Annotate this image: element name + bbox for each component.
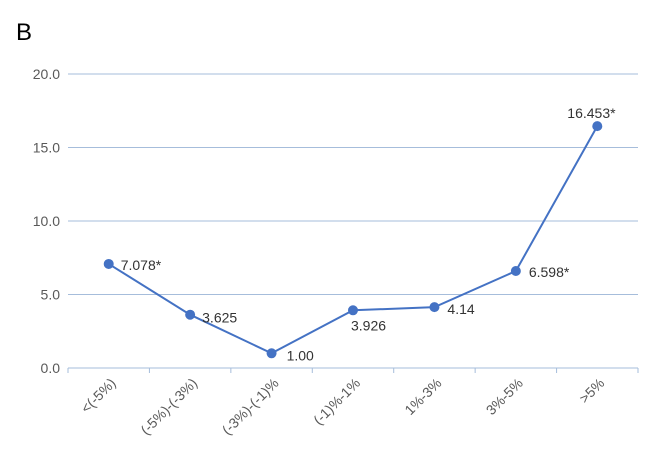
data-label: 4.14 bbox=[447, 301, 474, 317]
x-tick-label: 1%-3% bbox=[401, 375, 444, 418]
data-point bbox=[266, 348, 277, 359]
data-point bbox=[103, 258, 114, 269]
data-point bbox=[429, 302, 440, 313]
data-point bbox=[510, 266, 521, 277]
data-point bbox=[185, 309, 196, 320]
data-point bbox=[592, 121, 603, 132]
x-tick-label: >5% bbox=[576, 375, 607, 406]
data-label: 6.598* bbox=[529, 264, 570, 280]
y-tick-label: 5.0 bbox=[41, 287, 61, 303]
x-tick-label: 3%-5% bbox=[483, 375, 526, 418]
series-layer bbox=[103, 121, 603, 359]
data-label: 1.00 bbox=[287, 347, 314, 363]
data-label: 7.078* bbox=[121, 257, 162, 273]
data-label: 16.453* bbox=[567, 105, 616, 121]
x-tick-label: (-1)%-1% bbox=[310, 375, 363, 428]
y-tick-label: 10.0 bbox=[33, 213, 60, 229]
y-tick-labels: 0.0 5.0 10.0 15.0 20.0 bbox=[33, 66, 60, 376]
data-labels: 7.078* 3.625 1.00 3.926 4.14 6.598* 16.453* bbox=[121, 105, 616, 363]
x-tick-label: (-3%)-(-1)% bbox=[219, 375, 282, 438]
y-tick-label: 15.0 bbox=[33, 140, 60, 156]
data-label: 3.625 bbox=[202, 310, 237, 326]
grid-layer bbox=[67, 73, 639, 373]
data-label: 3.926 bbox=[351, 317, 386, 333]
data-point bbox=[348, 305, 358, 316]
y-tick-label: 0.0 bbox=[41, 360, 61, 376]
panel-label: B bbox=[16, 19, 32, 46]
y-tick-label: 20.0 bbox=[33, 66, 60, 82]
x-tick-label: (-5%)-(-3%) bbox=[137, 375, 200, 438]
x-tick-labels: <(-5%) (-5%)-(-3%) (-3%)-(-1)% (-1)%-1% 1%-3… bbox=[78, 375, 608, 438]
x-tick-label: <(-5%) bbox=[78, 375, 119, 416]
